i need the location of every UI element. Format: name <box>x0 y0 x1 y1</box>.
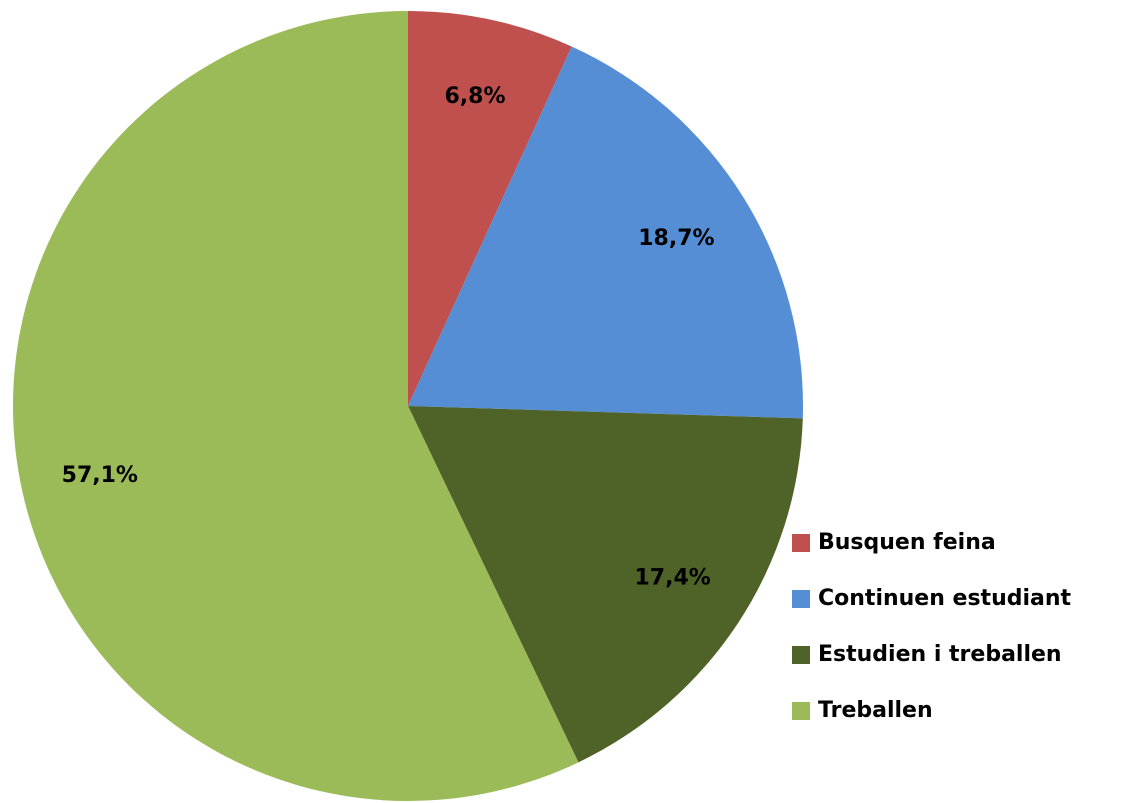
legend-label: Busquen feina <box>818 530 996 555</box>
legend-label: Treballen <box>818 698 933 723</box>
pie-slice <box>408 11 572 406</box>
data-label: 18,7% <box>638 226 714 251</box>
legend-swatch <box>792 590 810 608</box>
data-label: 17,4% <box>634 566 710 591</box>
legend-swatch <box>792 534 810 552</box>
pie-slice <box>408 406 803 763</box>
legend-label: Continuen estudiant <box>818 586 1072 611</box>
data-label: 6,8% <box>444 84 505 109</box>
legend-swatch <box>792 646 810 664</box>
data-label: 57,1% <box>62 463 138 488</box>
pie-slice <box>12 11 579 801</box>
legend-label: Estudien i treballen <box>818 642 1062 667</box>
legend-swatch <box>792 702 810 720</box>
pie-slice <box>408 46 803 419</box>
